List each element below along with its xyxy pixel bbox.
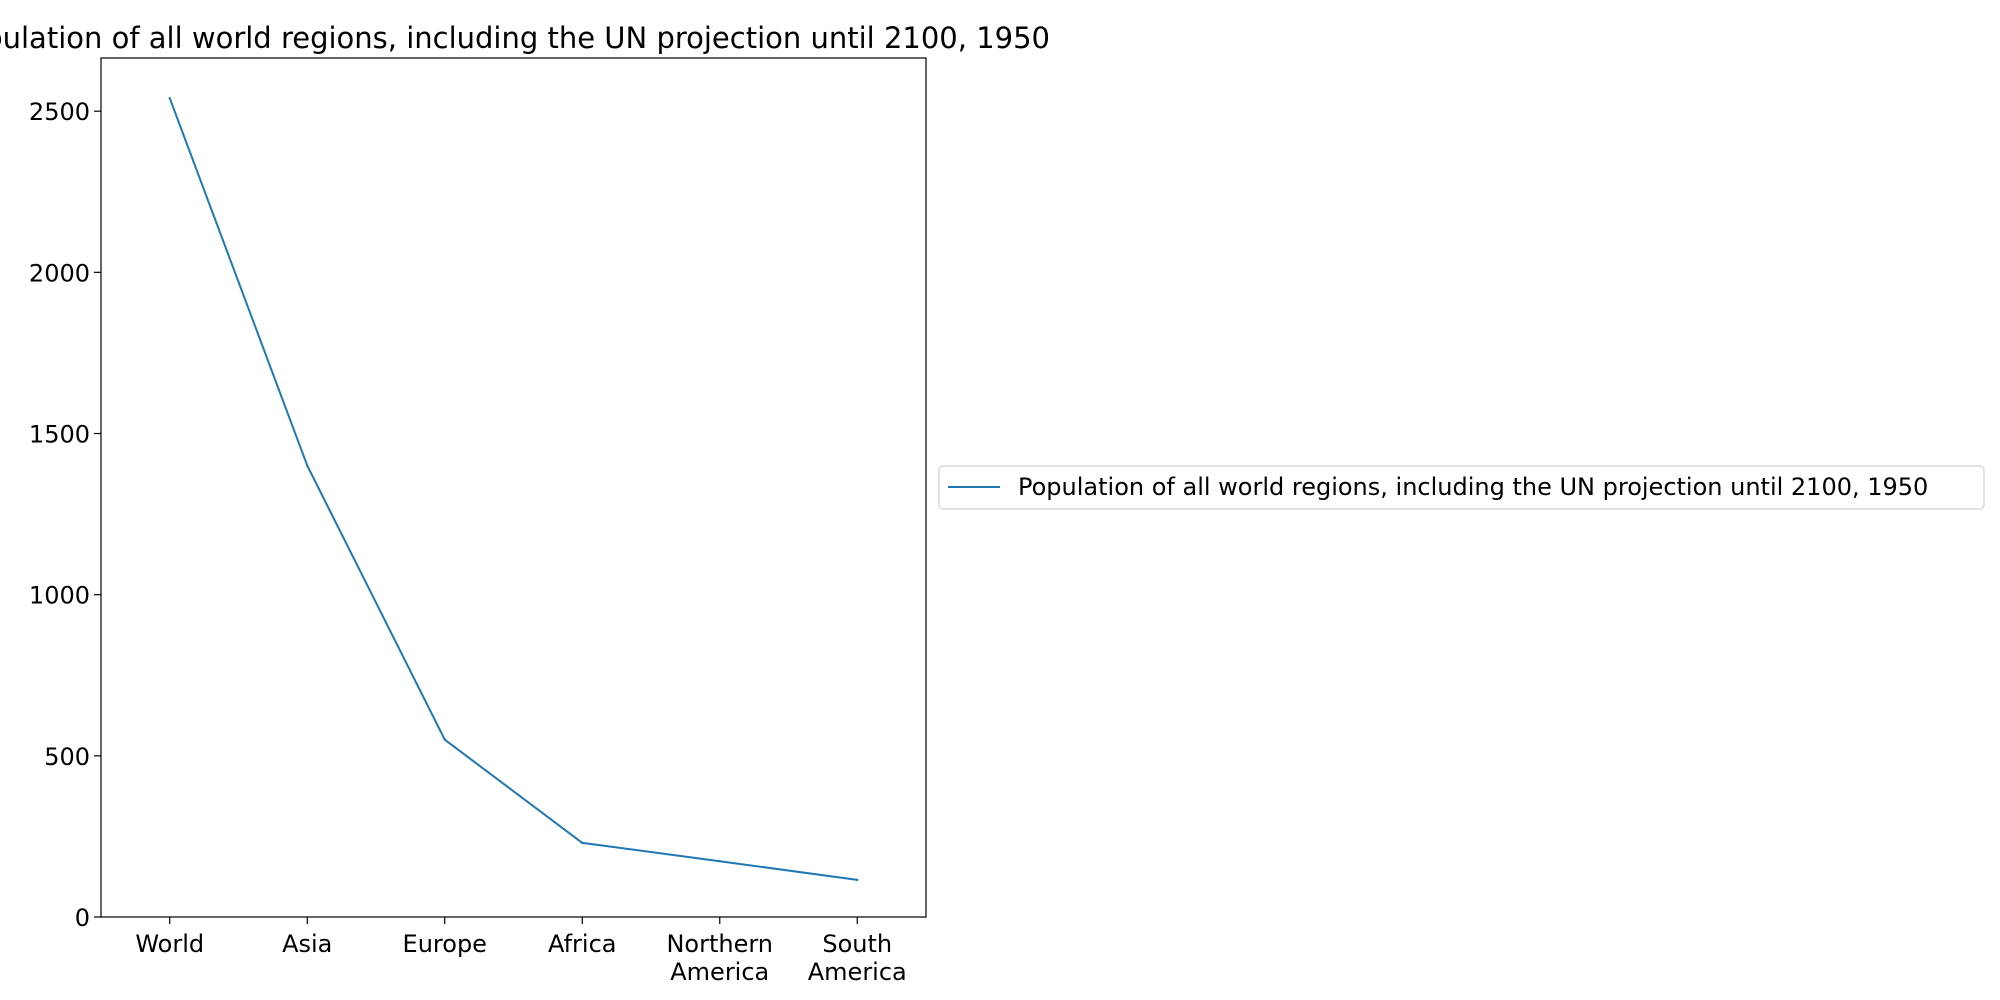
x-tick-label-line: South bbox=[822, 930, 892, 958]
data-point bbox=[443, 738, 446, 741]
x-tick-label: World bbox=[135, 930, 204, 958]
x-tick-label-line: Asia bbox=[282, 930, 332, 958]
y-tick-label: 2000 bbox=[29, 259, 90, 287]
series-line bbox=[168, 97, 858, 881]
x-tick-label: Northern America bbox=[666, 930, 773, 986]
plot-area bbox=[100, 57, 927, 918]
y-tick-label: 2500 bbox=[29, 98, 90, 126]
y-tick-label: 0 bbox=[75, 904, 90, 932]
x-tick-label-line: World bbox=[135, 930, 204, 958]
data-point bbox=[581, 841, 584, 845]
y-tick-label: 500 bbox=[44, 743, 90, 771]
x-tick-label-line: Europe bbox=[403, 930, 487, 958]
x-tick-label-line: Northern bbox=[666, 930, 773, 958]
y-tick-label: 1000 bbox=[29, 582, 90, 610]
plot-frame bbox=[100, 57, 927, 918]
x-axis: World Asia Europe Africa Northern AmericaSout… bbox=[135, 917, 907, 986]
data-point bbox=[856, 878, 859, 882]
y-axis: 0 500 1000 1500 2000 2500 bbox=[29, 98, 101, 932]
series-layer bbox=[168, 97, 859, 882]
x-tick-label-line: America bbox=[670, 958, 769, 986]
chart-title: Population of all world regions, includi… bbox=[0, 21, 1050, 55]
x-tick-label: Africa bbox=[548, 930, 616, 958]
legend-label: Population of all world regions, includi… bbox=[1018, 473, 1928, 501]
x-tick-label: South America bbox=[808, 930, 907, 986]
x-tick-label: Europe bbox=[403, 930, 487, 958]
data-point bbox=[306, 464, 309, 467]
x-tick-label-line: America bbox=[808, 958, 907, 986]
legend-box bbox=[938, 465, 1985, 510]
x-tick-label: Asia bbox=[282, 930, 332, 958]
y-tick-label: 1500 bbox=[29, 421, 90, 449]
legend: Population of all world regions, includi… bbox=[938, 465, 1985, 510]
x-tick-label-line: Africa bbox=[548, 930, 616, 958]
data-point bbox=[168, 97, 171, 100]
data-point bbox=[718, 860, 721, 863]
